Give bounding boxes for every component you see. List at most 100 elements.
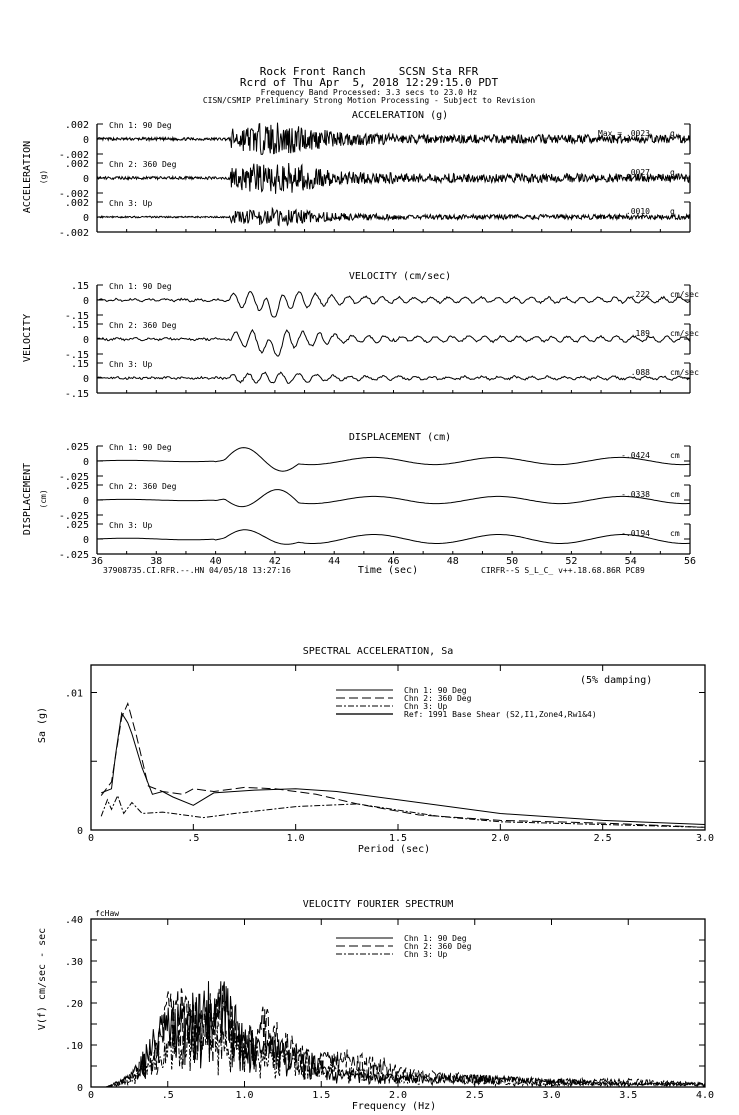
- y-tick-label: .025: [65, 520, 89, 531]
- y-tick-label: .15: [71, 281, 89, 292]
- legend-label: Chn 1: 90 Deg: [404, 686, 467, 695]
- y-tick-label: .025: [65, 481, 89, 492]
- peak-unit: cm/sec: [670, 290, 699, 299]
- panel-title: ACCELERATION (g): [352, 110, 448, 121]
- peak-value: .088: [631, 368, 650, 377]
- peak-value: -.0338: [621, 490, 650, 499]
- y-tick-label: -.15: [65, 311, 89, 322]
- y-tick-label: .15: [71, 359, 89, 370]
- y-axis-label: Sa (g): [37, 707, 48, 743]
- y-tick-label: 0: [83, 174, 89, 185]
- channel-label: Chn 3: Up: [109, 360, 153, 369]
- y-tick-label: -.025: [59, 550, 89, 561]
- x-tick-label: 0: [88, 833, 94, 844]
- y-tick-label: 0: [77, 826, 83, 837]
- peak-unit: cm/sec: [670, 329, 699, 338]
- y-axis-label: DISPLACEMENT: [22, 463, 33, 535]
- y-tick-label: 0: [83, 213, 89, 224]
- y-tick-label: 0: [83, 535, 89, 546]
- x-tick-label: 50: [506, 556, 518, 567]
- peak-unit: cm: [670, 451, 680, 460]
- channel-label: Chn 1: 90 Deg: [109, 121, 172, 130]
- waveform-trace: [97, 529, 690, 545]
- x-tick-label: 2.0: [491, 833, 509, 844]
- legend-label: Chn 3: Up: [404, 702, 448, 711]
- waveform-trace: [96, 328, 691, 357]
- peak-unit: g: [670, 168, 675, 177]
- channel-label: Chn 2: 360 Deg: [109, 321, 177, 330]
- waveform-trace: [97, 447, 691, 472]
- waveform-trace: [96, 206, 691, 227]
- waveform-trace: [96, 290, 691, 318]
- panel-displacement: DISPLACEMENT (cm) DISPLACEMENT (cm) .025 0 -.…: [22, 432, 696, 576]
- x-tick-label: 56: [684, 556, 696, 567]
- channel-label: Chn 1: 90 Deg: [109, 443, 172, 452]
- y-tick-label: -.15: [65, 350, 89, 361]
- fourier-spectrum-chart: VELOCITY FOURIER SPECTRUM 0 .5 1.0 1.5 2.0 2.5…: [37, 899, 714, 1112]
- y-tick-label: 0: [83, 374, 89, 385]
- peak-value: -.0424: [621, 451, 650, 460]
- y-axis-label: ACCELERATION: [22, 141, 33, 213]
- peak-value: .189: [631, 329, 650, 338]
- x-axis-label: Frequency (Hz): [352, 1101, 436, 1112]
- y-tick-label: .10: [65, 1041, 83, 1052]
- x-tick-label: 42: [269, 556, 281, 567]
- y-tick-label: -.025: [59, 511, 89, 522]
- y-tick-label: .025: [65, 442, 89, 453]
- waveform-trace: [97, 489, 690, 508]
- x-axis-label: Time (sec): [358, 565, 418, 576]
- spectral-acceleration-chart: SPECTRAL ACCELERATION, Sa 0 .5 1.0 1.5 2.0 2.5…: [37, 646, 714, 855]
- panel-velocity: VELOCITY (cm/sec) VELOCITY .15 0 -.15 Chn 1: …: [22, 271, 699, 400]
- x-tick-label: 1.5: [312, 1090, 330, 1101]
- channel-label: Chn 3: Up: [109, 521, 153, 530]
- x-tick-label: .5: [187, 833, 199, 844]
- y-tick-label: .30: [65, 957, 83, 968]
- legend-label-reference: Ref: 1991 Base Shear (S2,I1,Zone4,Rw1&4): [404, 710, 597, 719]
- y-tick-label: .40: [65, 915, 83, 926]
- x-tick-label: 44: [328, 556, 340, 567]
- plot-frame: [90, 664, 706, 831]
- x-tick-label: 1.0: [287, 833, 305, 844]
- y-tick-label: 0: [83, 135, 89, 146]
- x-tick-label: 3.0: [542, 1090, 560, 1101]
- y-axis-unit: (g): [39, 170, 48, 184]
- series-line: [100, 702, 706, 828]
- peak-value: -.0194: [621, 529, 650, 538]
- chart-title: SPECTRAL ACCELERATION, Sa: [303, 646, 454, 657]
- legend-label: Chn 2: 360 Deg: [404, 942, 472, 951]
- x-tick-label: 36: [91, 556, 103, 567]
- x-tick-label: 54: [625, 556, 637, 567]
- x-tick-label: 3.5: [619, 1090, 637, 1101]
- peak-unit: cm: [670, 529, 680, 538]
- y-tick-label: 0: [83, 496, 89, 507]
- x-tick-label: 52: [565, 556, 577, 567]
- y-tick-label: .002: [65, 120, 89, 131]
- x-tick-label: 40: [210, 556, 222, 567]
- peak-value: .0010: [626, 207, 650, 216]
- y-tick-label: .002: [65, 159, 89, 170]
- header-record: Rcrd of Thu Apr 5, 2018 12:29:15.0 PDT: [240, 76, 499, 89]
- series-line: [91, 1014, 706, 1088]
- header-frequency-band: Frequency Band Processed: 3.3 secs to 23…: [261, 88, 478, 97]
- y-tick-label: 0: [83, 335, 89, 346]
- legend-label: Chn 3: Up: [404, 950, 448, 959]
- series-line: [91, 981, 706, 1088]
- x-tick-label: 2.5: [466, 1090, 484, 1101]
- x-tick-label: 1.0: [235, 1090, 253, 1101]
- footer-record-id: 37908735.CI.RFR.--.HN 04/05/18 13:27:16: [103, 566, 291, 575]
- x-tick-label: 2.0: [389, 1090, 407, 1101]
- peak-unit: g: [670, 129, 675, 138]
- legend-label: Chn 1: 90 Deg: [404, 934, 467, 943]
- waveform-trace: [96, 162, 691, 194]
- y-axis-label: VELOCITY: [22, 314, 33, 362]
- header-station: Rock Front Ranch SCSN Sta RFR: [260, 65, 479, 78]
- y-tick-label: .20: [65, 999, 83, 1010]
- series-line: [100, 794, 706, 828]
- y-tick-label: -.15: [65, 389, 89, 400]
- channel-label: Chn 1: 90 Deg: [109, 282, 172, 291]
- header-disclaimer: CISN/CSMIP Preliminary Strong Motion Pro…: [203, 96, 536, 105]
- y-tick-label: -.002: [59, 228, 89, 239]
- series-line: [91, 985, 706, 1088]
- peak-value: .0027: [626, 168, 650, 177]
- y-tick-label: .002: [65, 198, 89, 209]
